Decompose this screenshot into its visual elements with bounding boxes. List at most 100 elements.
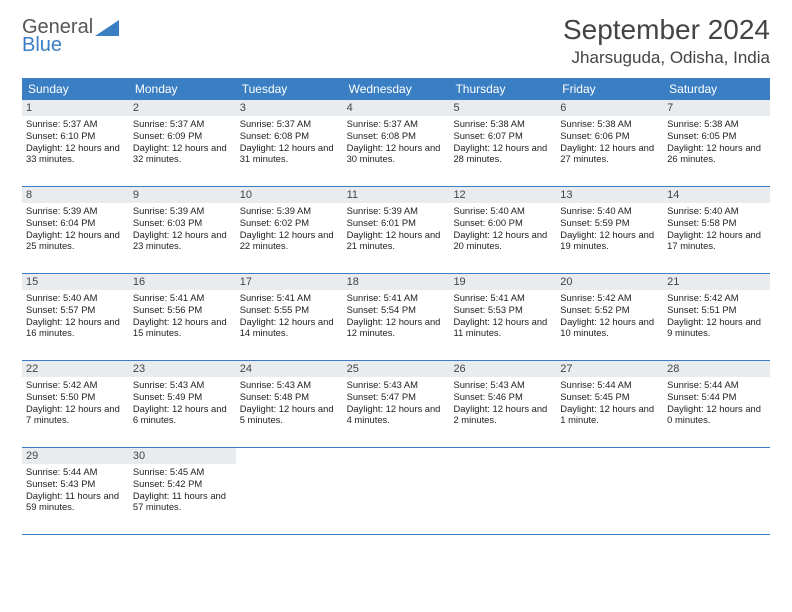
day-number: 19	[449, 274, 556, 290]
day-info: Sunrise: 5:45 AMSunset: 5:42 PMDaylight:…	[133, 466, 232, 513]
day-number: 2	[129, 100, 236, 116]
day-info: Sunrise: 5:43 AMSunset: 5:46 PMDaylight:…	[453, 379, 552, 426]
day-cell: 10Sunrise: 5:39 AMSunset: 6:02 PMDayligh…	[236, 187, 343, 273]
day-info: Sunrise: 5:44 AMSunset: 5:45 PMDaylight:…	[560, 379, 659, 426]
day-number: 17	[236, 274, 343, 290]
day-number: 28	[663, 361, 770, 377]
day-cell: 1 Sunrise: 5:37 AMSunset: 6:10 PMDaylight…	[22, 100, 129, 186]
day-cell: 23 Sunrise: 5:43 AMSunset: 5:49 PMDayligh…	[129, 361, 236, 447]
week-row: 8 Sunrise: 5:39 AMSunset: 6:04 PMDaylight…	[22, 187, 770, 274]
day-info: Sunrise: 5:40 AMSunset: 6:00 PMDaylight:…	[453, 205, 552, 252]
day-cell: 7 Sunrise: 5:38 AMSunset: 6:05 PMDaylight…	[663, 100, 770, 186]
day-number: 11	[343, 187, 450, 203]
day-number: 5	[449, 100, 556, 116]
day-number: 7	[663, 100, 770, 116]
day-cell: 22 Sunrise: 5:42 AMSunset: 5:50 PMDayligh…	[22, 361, 129, 447]
weekday-header: Tuesday	[236, 78, 343, 100]
day-cell: 24Sunrise: 5:43 AMSunset: 5:48 PMDayligh…	[236, 361, 343, 447]
day-number: 23	[129, 361, 236, 377]
day-info: Sunrise: 5:40 AMSunset: 5:57 PMDaylight:…	[26, 292, 125, 339]
day-cell: 8 Sunrise: 5:39 AMSunset: 6:04 PMDaylight…	[22, 187, 129, 273]
day-number: 18	[343, 274, 450, 290]
day-cell: 17 Sunrise: 5:41 AMSunset: 5:55 PMDayligh…	[236, 274, 343, 360]
weekday-header: Sunday	[22, 78, 129, 100]
day-number: 12	[449, 187, 556, 203]
day-cell: 16 Sunrise: 5:41 AMSunset: 5:56 PMDayligh…	[129, 274, 236, 360]
day-info: Sunrise: 5:39 AMSunset: 6:02 PMDaylight:…	[240, 205, 339, 252]
day-info: Sunrise: 5:44 AMSunset: 5:43 PMDaylight:…	[26, 466, 125, 513]
day-info: Sunrise: 5:42 AMSunset: 5:51 PMDaylight:…	[667, 292, 766, 339]
day-cell: 27 Sunrise: 5:44 AMSunset: 5:45 PMDayligh…	[556, 361, 663, 447]
day-info: Sunrise: 5:41 AMSunset: 5:54 PMDaylight:…	[347, 292, 446, 339]
day-info: Sunrise: 5:38 AMSunset: 6:05 PMDaylight:…	[667, 118, 766, 165]
day-info: Sunrise: 5:43 AMSunset: 5:49 PMDaylight:…	[133, 379, 232, 426]
day-cell: 21Sunrise: 5:42 AMSunset: 5:51 PMDayligh…	[663, 274, 770, 360]
day-info: Sunrise: 5:41 AMSunset: 5:55 PMDaylight:…	[240, 292, 339, 339]
day-number: 20	[556, 274, 663, 290]
day-cell	[663, 448, 770, 534]
day-number: 13	[556, 187, 663, 203]
day-cell: 25Sunrise: 5:43 AMSunset: 5:47 PMDayligh…	[343, 361, 450, 447]
month-title: September 2024	[563, 14, 770, 46]
day-info: Sunrise: 5:38 AMSunset: 6:06 PMDaylight:…	[560, 118, 659, 165]
weekday-header: Thursday	[449, 78, 556, 100]
week-row: 1 Sunrise: 5:37 AMSunset: 6:10 PMDaylight…	[22, 100, 770, 187]
week-row: 15 Sunrise: 5:40 AMSunset: 5:57 PMDayligh…	[22, 274, 770, 361]
day-cell: 6 Sunrise: 5:38 AMSunset: 6:06 PMDaylight…	[556, 100, 663, 186]
day-info: Sunrise: 5:42 AMSunset: 5:52 PMDaylight:…	[560, 292, 659, 339]
brand-triangle-icon	[95, 18, 121, 45]
day-info: Sunrise: 5:39 AMSunset: 6:01 PMDaylight:…	[347, 205, 446, 252]
day-info: Sunrise: 5:44 AMSunset: 5:44 PMDaylight:…	[667, 379, 766, 426]
day-info: Sunrise: 5:40 AMSunset: 5:58 PMDaylight:…	[667, 205, 766, 252]
calendar-grid: SundayMondayTuesdayWednesdayThursdayFrid…	[22, 78, 770, 535]
week-row: 29 Sunrise: 5:44 AMSunset: 5:43 PMDayligh…	[22, 448, 770, 535]
day-cell: 12 Sunrise: 5:40 AMSunset: 6:00 PMDayligh…	[449, 187, 556, 273]
day-info: Sunrise: 5:37 AMSunset: 6:08 PMDaylight:…	[347, 118, 446, 165]
weekday-header-row: SundayMondayTuesdayWednesdayThursdayFrid…	[22, 78, 770, 100]
day-cell: 13 Sunrise: 5:40 AMSunset: 5:59 PMDayligh…	[556, 187, 663, 273]
day-info: Sunrise: 5:39 AMSunset: 6:03 PMDaylight:…	[133, 205, 232, 252]
day-info: Sunrise: 5:42 AMSunset: 5:50 PMDaylight:…	[26, 379, 125, 426]
day-number: 14	[663, 187, 770, 203]
day-cell: 19 Sunrise: 5:41 AMSunset: 5:53 PMDayligh…	[449, 274, 556, 360]
weekday-header: Monday	[129, 78, 236, 100]
day-cell: 18 Sunrise: 5:41 AMSunset: 5:54 PMDayligh…	[343, 274, 450, 360]
day-info: Sunrise: 5:39 AMSunset: 6:04 PMDaylight:…	[26, 205, 125, 252]
day-info: Sunrise: 5:37 AMSunset: 6:10 PMDaylight:…	[26, 118, 125, 165]
day-info: Sunrise: 5:40 AMSunset: 5:59 PMDaylight:…	[560, 205, 659, 252]
week-row: 22 Sunrise: 5:42 AMSunset: 5:50 PMDayligh…	[22, 361, 770, 448]
day-info: Sunrise: 5:37 AMSunset: 6:09 PMDaylight:…	[133, 118, 232, 165]
day-cell: 30 Sunrise: 5:45 AMSunset: 5:42 PMDayligh…	[129, 448, 236, 534]
day-number: 24	[236, 361, 343, 377]
day-info: Sunrise: 5:41 AMSunset: 5:53 PMDaylight:…	[453, 292, 552, 339]
location-label: Jharsuguda, Odisha, India	[563, 48, 770, 68]
weekday-header: Wednesday	[343, 78, 450, 100]
day-cell: 4 Sunrise: 5:37 AMSunset: 6:08 PMDaylight…	[343, 100, 450, 186]
day-info: Sunrise: 5:37 AMSunset: 6:08 PMDaylight:…	[240, 118, 339, 165]
day-number: 6	[556, 100, 663, 116]
day-number: 25	[343, 361, 450, 377]
day-cell: 28 Sunrise: 5:44 AMSunset: 5:44 PMDayligh…	[663, 361, 770, 447]
day-number: 16	[129, 274, 236, 290]
brand-line2: Blue	[22, 34, 62, 56]
day-number: 1	[22, 100, 129, 116]
day-cell: 14 Sunrise: 5:40 AMSunset: 5:58 PMDayligh…	[663, 187, 770, 273]
brand-logo: General Blue	[22, 14, 121, 54]
day-number: 9	[129, 187, 236, 203]
day-number: 29	[22, 448, 129, 464]
day-cell	[449, 448, 556, 534]
day-cell	[556, 448, 663, 534]
day-cell: 15 Sunrise: 5:40 AMSunset: 5:57 PMDayligh…	[22, 274, 129, 360]
day-cell: 11 Sunrise: 5:39 AMSunset: 6:01 PMDayligh…	[343, 187, 450, 273]
day-number: 30	[129, 448, 236, 464]
day-number: 15	[22, 274, 129, 290]
day-number: 3	[236, 100, 343, 116]
day-info: Sunrise: 5:41 AMSunset: 5:56 PMDaylight:…	[133, 292, 232, 339]
day-cell: 5Sunrise: 5:38 AMSunset: 6:07 PMDaylight…	[449, 100, 556, 186]
day-cell: 26Sunrise: 5:43 AMSunset: 5:46 PMDayligh…	[449, 361, 556, 447]
day-number: 8	[22, 187, 129, 203]
day-number: 22	[22, 361, 129, 377]
day-number: 4	[343, 100, 450, 116]
day-number: 27	[556, 361, 663, 377]
weekday-header: Saturday	[663, 78, 770, 100]
